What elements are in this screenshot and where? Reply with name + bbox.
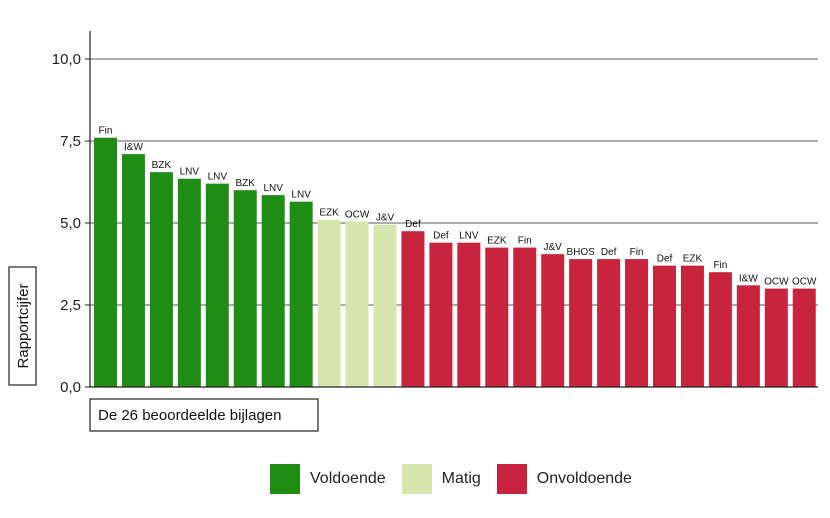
bar-label: OCW — [345, 209, 370, 220]
axes: 0,0 2,5 5,0 7,5 10,0 — [52, 31, 818, 396]
bars: Fin I&W BZK LNV LNV BZK LNV LNV EZK OCW J&V Def Def L… — [94, 126, 817, 387]
bar — [429, 242, 453, 387]
bar — [680, 265, 704, 387]
bar — [317, 219, 341, 387]
y-tick-label: 10,0 — [52, 51, 81, 68]
bar — [401, 231, 425, 387]
bar-label: Fin — [713, 260, 727, 271]
bar-label: OCW — [792, 277, 817, 288]
bar — [736, 285, 760, 387]
legend-item-voldoende: Voldoende — [270, 464, 386, 494]
bar — [373, 224, 397, 387]
bar — [653, 265, 676, 387]
bar-label: Def — [405, 219, 421, 230]
bar — [485, 247, 509, 387]
bar — [94, 137, 117, 387]
legend: Voldoende Matig Onvoldoende — [270, 464, 648, 494]
bar-label: BZK — [236, 178, 256, 189]
bar-label: OCW — [764, 277, 789, 288]
bar-label: EZK — [683, 254, 703, 265]
bar — [457, 242, 481, 387]
bar-label: BHOS — [566, 247, 595, 258]
bar-label: LNV — [208, 172, 228, 183]
y-axis-title: Rapportcijfer — [8, 266, 37, 386]
bar-label: LNV — [459, 231, 479, 242]
bar — [345, 221, 369, 387]
bar — [764, 288, 788, 387]
x-axis-title-text: De 26 beoordeelde bijlagen — [98, 407, 281, 424]
legend-label-onvoldoende: Onvoldoende — [536, 470, 632, 487]
legend-label-matig: Matig — [441, 470, 481, 487]
bar-label: LNV — [263, 183, 283, 194]
bar — [708, 272, 732, 387]
bar-label: Fin — [630, 247, 644, 258]
bar — [233, 190, 257, 387]
bar-label: Def — [657, 254, 673, 265]
y-axis-title-text: Rapportcijfer — [15, 283, 32, 368]
y-tick-label: 5,0 — [60, 215, 81, 232]
bar — [513, 247, 537, 387]
bar-label: Def — [601, 247, 617, 258]
legend-swatch-voldoende — [270, 464, 300, 494]
bar — [205, 183, 229, 387]
bar-label: LNV — [180, 167, 200, 178]
bar-label: J&V — [376, 213, 395, 224]
bar — [261, 195, 285, 387]
bar-label: EZK — [487, 236, 507, 247]
bar — [149, 172, 173, 387]
legend-item-onvoldoende: Onvoldoende — [496, 464, 632, 494]
bar — [177, 178, 201, 387]
bar-label: I&W — [124, 142, 143, 153]
bar — [541, 254, 565, 387]
bar-label: I&W — [739, 273, 758, 284]
y-tick-label: 0,0 — [60, 379, 81, 396]
legend-swatch-onvoldoende — [496, 464, 527, 494]
bar-label: LNV — [291, 190, 311, 201]
bar — [625, 259, 649, 387]
bar-label: J&V — [544, 242, 563, 253]
y-tick-label: 2,5 — [60, 297, 81, 314]
bar-label: Fin — [99, 126, 113, 137]
bar-label: BZK — [152, 160, 172, 171]
legend-swatch-matig — [401, 464, 432, 494]
bar-label: Def — [433, 231, 449, 242]
y-tick-label: 7,5 — [60, 133, 81, 150]
legend-label-voldoende: Voldoende — [310, 470, 386, 487]
bar — [569, 259, 593, 387]
bar — [597, 259, 621, 387]
bar-label: EZK — [319, 208, 339, 219]
bar-label: Fin — [518, 236, 532, 247]
bar — [121, 154, 145, 387]
bar — [792, 288, 816, 387]
x-axis-title: De 26 beoordeelde bijlagen — [89, 398, 319, 432]
bar — [289, 201, 313, 387]
legend-item-matig: Matig — [401, 464, 481, 494]
